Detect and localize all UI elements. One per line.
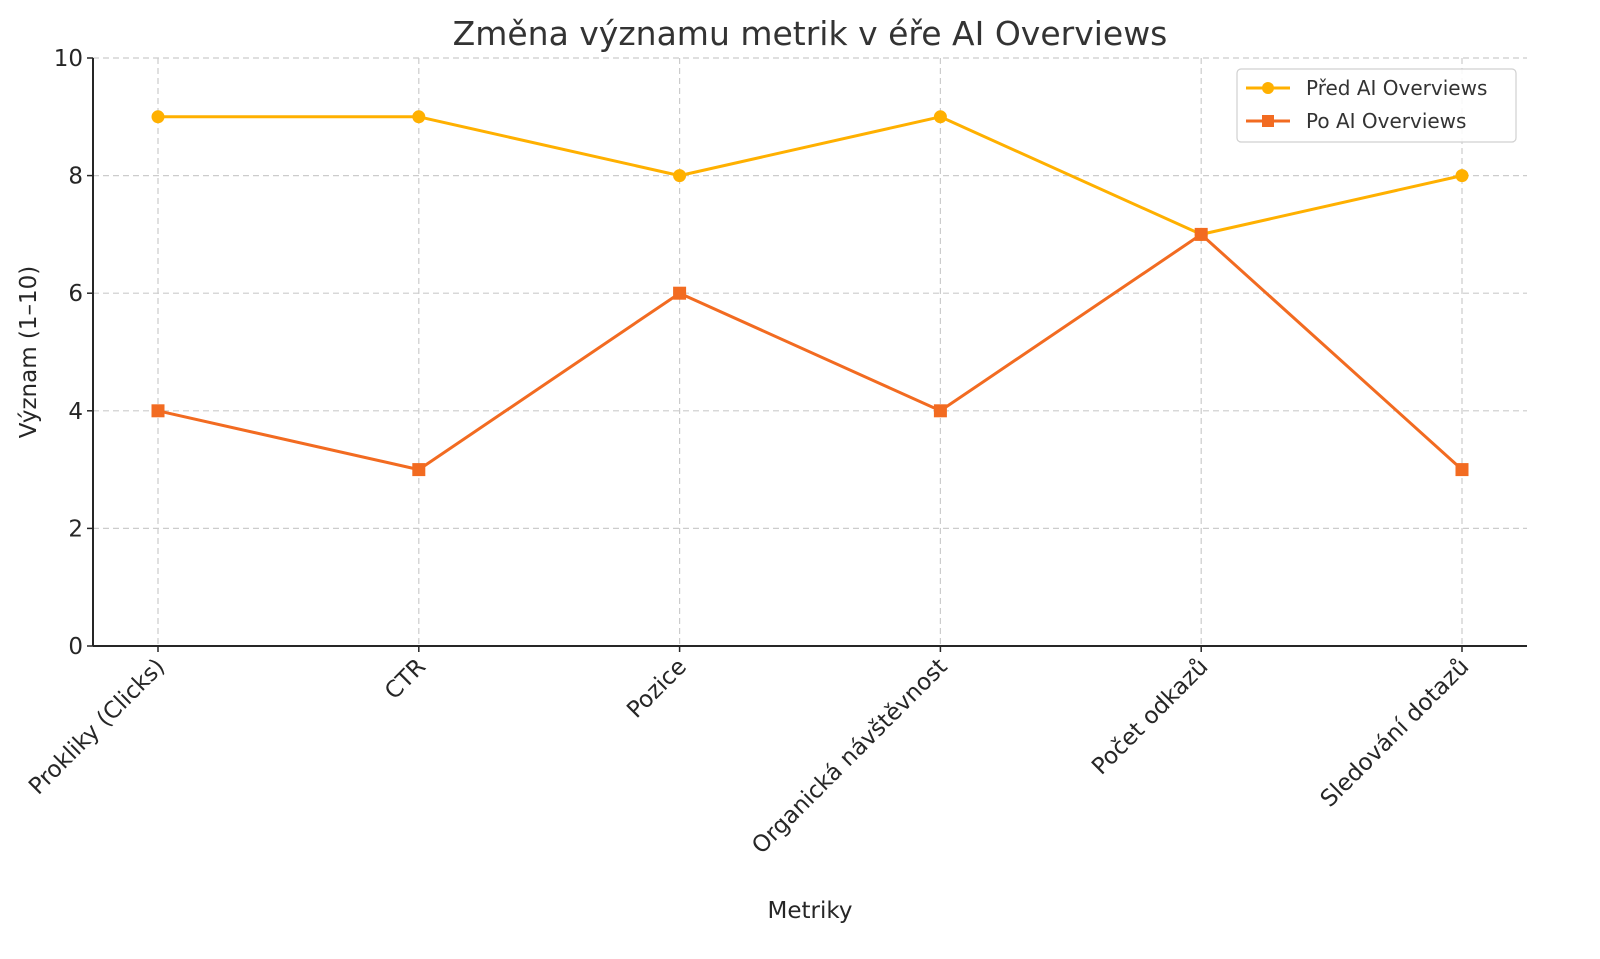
legend-item-after: Po AI Overviews xyxy=(1246,109,1466,133)
data-point-circle xyxy=(933,110,947,124)
x-tick-label: Sledování dotazů xyxy=(1315,653,1474,812)
x-tick-label: Prokliky (Clicks) xyxy=(24,654,170,800)
y-tick-label: 8 xyxy=(68,164,83,190)
data-point-circle xyxy=(1455,169,1469,183)
square-marker-icon xyxy=(1262,115,1274,127)
y-tick-label: 4 xyxy=(68,399,83,425)
axes xyxy=(92,58,1527,647)
chart-title: Změna významu metrik v éře AI Overviews xyxy=(453,14,1168,53)
data-point-square xyxy=(151,404,165,418)
circle-marker-icon xyxy=(1262,82,1274,94)
legend-label-before: Před AI Overviews xyxy=(1306,76,1487,100)
x-axis-ticks: Prokliky (Clicks) CTR Pozice Organická návš… xyxy=(24,646,1474,859)
data-point-circle xyxy=(673,169,687,183)
y-axis-ticks: 0 2 4 6 8 10 xyxy=(54,46,93,660)
x-axis-label: Metriky xyxy=(768,898,853,924)
grid-lines xyxy=(93,57,1527,646)
legend-box xyxy=(1236,68,1517,143)
y-tick-label: 0 xyxy=(68,634,83,660)
legend: Před AI Overviews Po AI Overviews xyxy=(1236,68,1517,143)
legend-item-before: Před AI Overviews xyxy=(1246,76,1487,100)
data-point-square xyxy=(1194,227,1208,241)
legend-label-after: Po AI Overviews xyxy=(1306,109,1466,133)
x-tick-label: Organická návštěvnost xyxy=(747,654,952,859)
data-series xyxy=(151,110,1469,477)
data-point-circle xyxy=(151,110,165,124)
data-point-square xyxy=(1455,463,1469,477)
data-point-square xyxy=(673,286,687,300)
data-point-square xyxy=(412,463,426,477)
y-axis-label: Význam (1–10) xyxy=(16,266,42,439)
x-tick-label: Počet odkazů xyxy=(1086,653,1213,780)
y-tick-label: 6 xyxy=(68,281,83,307)
y-tick-label: 2 xyxy=(68,516,83,542)
series-line-1 xyxy=(157,232,1464,472)
series-line-0 xyxy=(158,115,1463,236)
x-tick-label: Pozice xyxy=(622,654,692,724)
data-point-square xyxy=(933,404,947,418)
data-point-circle xyxy=(412,110,426,124)
y-tick-label: 10 xyxy=(54,46,83,72)
x-tick-label: CTR xyxy=(380,654,431,705)
